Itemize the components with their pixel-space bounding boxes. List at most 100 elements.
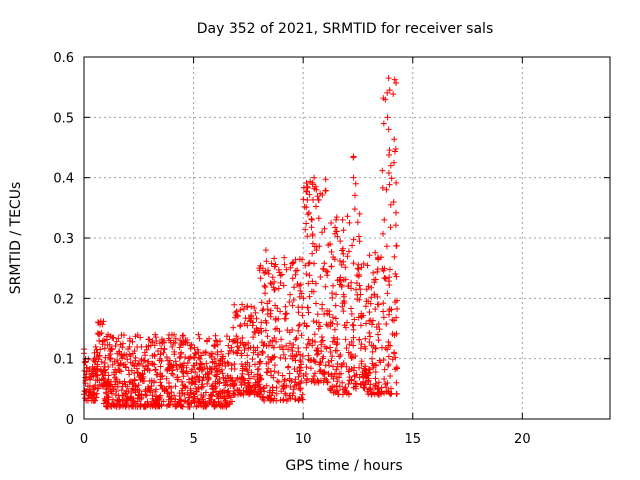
data-point xyxy=(203,360,210,367)
data-point xyxy=(333,366,340,373)
data-point xyxy=(221,387,228,394)
data-point xyxy=(303,344,310,351)
data-point xyxy=(380,314,387,321)
data-point xyxy=(241,347,248,354)
data-point xyxy=(101,345,108,352)
data-point xyxy=(232,314,239,321)
data-point xyxy=(103,403,110,410)
data-point xyxy=(264,333,271,340)
data-point xyxy=(246,375,253,382)
data-point xyxy=(143,392,150,399)
data-point xyxy=(367,369,374,376)
data-point xyxy=(92,343,99,350)
data-point xyxy=(342,264,349,271)
x-axis-title: GPS time / hours xyxy=(285,458,402,474)
data-point xyxy=(269,389,276,396)
data-point xyxy=(277,354,284,361)
data-point xyxy=(152,331,159,338)
data-point xyxy=(170,364,177,371)
data-point xyxy=(360,312,367,319)
data-point xyxy=(192,350,199,357)
data-point xyxy=(265,365,272,372)
data-point xyxy=(272,315,279,322)
data-point xyxy=(119,355,126,362)
data-point xyxy=(365,391,372,398)
data-point xyxy=(269,337,276,344)
data-point xyxy=(108,346,115,353)
data-point xyxy=(380,120,387,127)
data-point xyxy=(386,87,393,94)
data-point xyxy=(321,260,328,267)
data-point xyxy=(209,350,216,357)
data-point xyxy=(166,393,173,400)
data-point xyxy=(260,396,267,403)
data-point xyxy=(217,393,224,400)
chart-title: Day 352 of 2021, SRMTID for receiver sal… xyxy=(197,21,493,37)
data-point xyxy=(266,298,273,305)
data-point xyxy=(306,272,313,279)
data-point xyxy=(134,343,141,350)
data-point xyxy=(310,356,317,363)
data-point xyxy=(354,265,361,272)
data-point xyxy=(261,384,268,391)
data-point xyxy=(362,345,369,352)
data-point xyxy=(206,370,213,377)
data-point xyxy=(339,300,346,307)
data-point xyxy=(350,342,357,349)
data-point xyxy=(115,392,122,399)
data-point xyxy=(362,335,369,342)
data-point xyxy=(301,203,308,210)
data-point xyxy=(198,384,205,391)
data-point xyxy=(284,327,291,334)
data-point xyxy=(94,366,101,373)
data-point xyxy=(336,383,343,390)
data-point xyxy=(309,375,316,382)
data-point xyxy=(297,281,304,288)
data-point xyxy=(336,370,343,377)
data-point xyxy=(204,338,211,345)
data-point xyxy=(353,280,360,287)
data-point xyxy=(213,338,220,345)
data-point xyxy=(338,261,345,268)
data-point xyxy=(331,326,338,333)
data-point xyxy=(286,377,293,384)
data-point xyxy=(350,326,357,333)
data-point xyxy=(230,383,237,390)
data-point xyxy=(131,369,138,376)
data-point xyxy=(105,380,112,387)
data-point xyxy=(140,357,147,364)
data-point xyxy=(152,366,159,373)
data-point xyxy=(144,387,151,394)
data-point xyxy=(366,385,373,392)
data-point xyxy=(118,387,125,394)
data-point xyxy=(237,306,244,313)
data-point xyxy=(282,355,289,362)
data-point xyxy=(351,192,358,199)
data-point xyxy=(287,264,294,271)
data-point xyxy=(306,191,313,198)
data-point xyxy=(262,317,269,324)
data-point xyxy=(276,344,283,351)
data-point xyxy=(290,386,297,393)
data-point xyxy=(213,371,220,378)
data-point xyxy=(227,374,234,381)
data-point xyxy=(102,396,109,403)
data-point xyxy=(358,264,365,271)
data-point xyxy=(141,367,148,374)
data-point xyxy=(231,301,238,308)
data-point xyxy=(200,403,207,410)
data-point xyxy=(305,260,312,267)
data-point xyxy=(280,346,287,353)
data-point xyxy=(108,390,115,397)
data-point xyxy=(391,76,398,83)
data-point xyxy=(383,388,390,395)
data-point xyxy=(267,395,274,402)
data-point xyxy=(372,375,379,382)
data-point xyxy=(208,354,215,361)
data-point xyxy=(375,301,382,308)
data-point xyxy=(171,348,178,355)
data-point xyxy=(132,333,139,340)
data-point xyxy=(267,338,274,345)
data-point xyxy=(381,216,388,223)
data-point xyxy=(216,390,223,397)
